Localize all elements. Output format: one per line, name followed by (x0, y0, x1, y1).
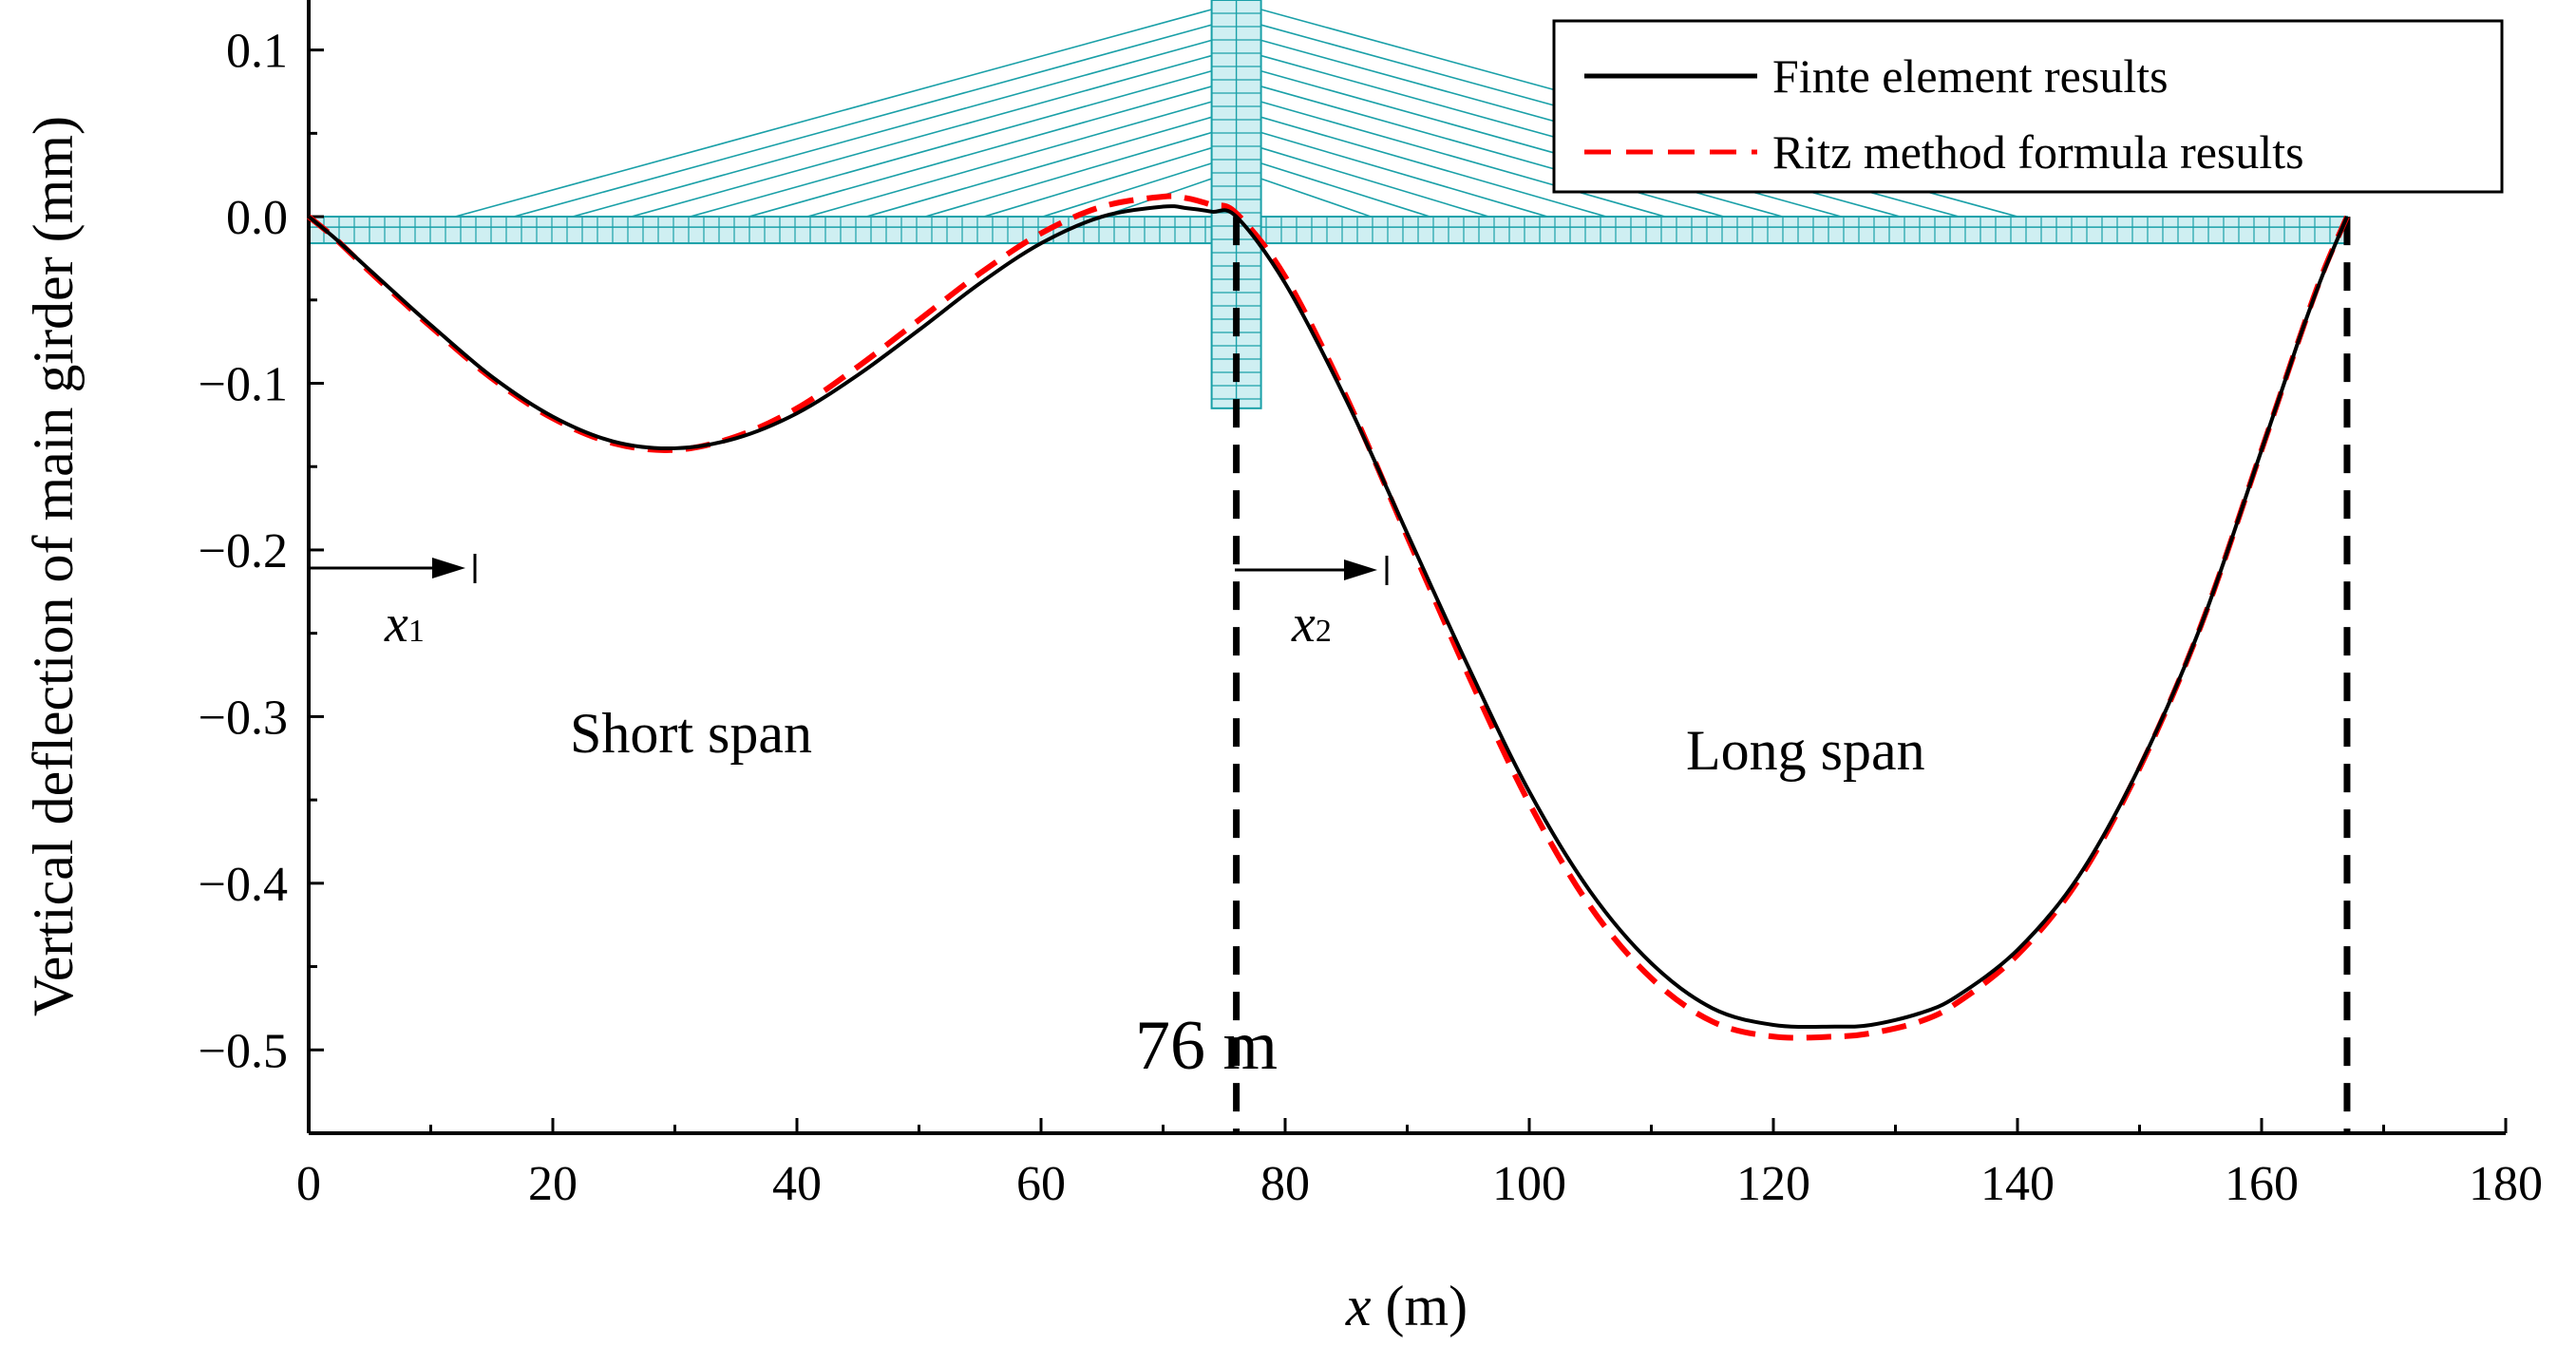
x2-label-sub: 2 (1316, 614, 1332, 649)
stay-cable (1260, 146, 1489, 218)
stay-cable (807, 101, 1212, 218)
legend-label-ritz: Ritz method formula results (1772, 125, 2304, 179)
x2-coordinate-arrow (1235, 556, 1389, 585)
y-tick-label: −0.5 (199, 1024, 288, 1078)
legend-box (1552, 19, 2504, 194)
y-tick-label: −0.2 (199, 524, 288, 578)
stay-cable (1260, 131, 1548, 218)
y-axis-title: Vertical deflection of main girder (mm) (22, 116, 85, 1016)
x-tick-label: 100 (1492, 1157, 1566, 1211)
stay-cable (1260, 101, 1666, 218)
bridge-deck (308, 216, 2348, 245)
tick-marks (307, 48, 2508, 1133)
x1-label: x1 (384, 595, 425, 654)
stay-cable (631, 54, 1212, 218)
x-tick-label: 60 (1016, 1157, 1066, 1211)
data-series (307, 193, 2350, 1041)
x1-label-symbol: x (384, 595, 408, 654)
short-span-label: Short span (570, 702, 812, 765)
x2-label-symbol: x (1291, 595, 1316, 654)
y-tick-label: −0.4 (199, 858, 288, 912)
reference-lines (1233, 217, 2351, 1133)
x-tick-label: 40 (772, 1157, 822, 1211)
x-axis-title-symbol: x (1345, 1275, 1372, 1337)
x-tick-label: 120 (1736, 1157, 1810, 1211)
series-line-finite-element (307, 204, 2349, 1030)
x-axis-title: x (m) (1345, 1275, 1468, 1337)
x1-label-sub: 1 (408, 614, 425, 649)
y-tick-label: −0.1 (199, 358, 288, 412)
long-span-label: Long span (1686, 719, 1925, 782)
x-axis-title-unit: (m) (1372, 1275, 1468, 1337)
y-tick-label: 0.0 (226, 191, 288, 245)
stay-cable (1260, 116, 1607, 218)
stay-cable (690, 69, 1212, 218)
tick-labels: 0 20 40 60 80 100 120 140 160 180 0.1 0.0 −0.1 −0.2 −0… (199, 25, 2543, 1211)
stay-cable (1042, 162, 1212, 218)
stay-cable (454, 9, 1212, 218)
stay-cable (983, 146, 1212, 218)
x2-arrowhead (1344, 559, 1377, 580)
x2-label: x2 (1291, 595, 1332, 654)
y-tick-label: 0.1 (226, 25, 288, 79)
stay-cable (748, 85, 1212, 218)
x-tick-label: 80 (1260, 1157, 1310, 1211)
y-tick-label: −0.3 (199, 691, 288, 745)
legend-label-fe: Finte element results (1772, 49, 2169, 103)
stay-cable (572, 39, 1212, 218)
x1-arrowhead (432, 558, 465, 578)
stay-cable (1260, 178, 1372, 218)
legend: Finte element results Ritz method formul… (1552, 19, 2504, 194)
pylon-position-label: 76 m (1135, 1007, 1278, 1085)
x-tick-label: 160 (2225, 1157, 2299, 1211)
stay-cable (924, 131, 1212, 218)
x-tick-label: 180 (2469, 1157, 2543, 1211)
stay-cable (1260, 162, 1430, 218)
stay-cable (513, 24, 1212, 218)
x-tick-label: 20 (528, 1157, 578, 1211)
x-tick-label: 140 (1980, 1157, 2055, 1211)
x1-coordinate-arrow (309, 554, 477, 583)
stay-cable (866, 116, 1212, 218)
x-tick-label: 0 (296, 1157, 321, 1211)
stay-cable (1260, 85, 1724, 218)
